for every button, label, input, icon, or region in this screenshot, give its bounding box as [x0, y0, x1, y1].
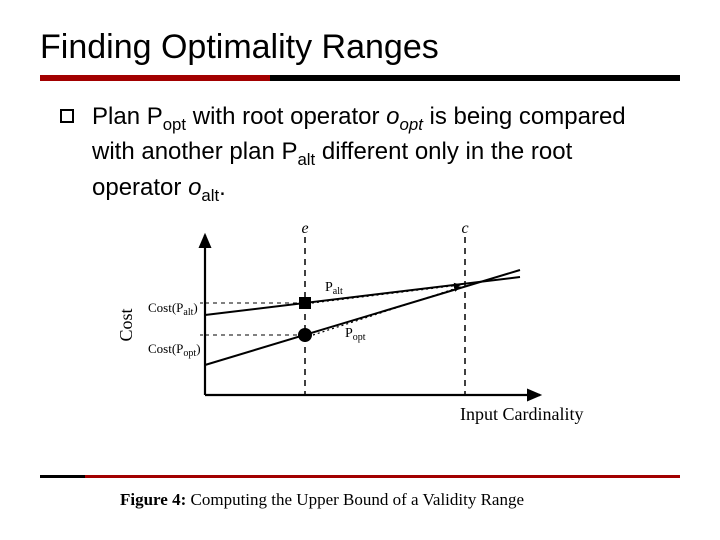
t-osub2: alt	[201, 186, 219, 205]
t-o2: o	[188, 174, 201, 201]
bullet-block: Plan Popt with root operator oopt is bei…	[60, 101, 650, 207]
t-sub2: alt	[297, 150, 315, 169]
slide: Finding Optimality Ranges Plan Popt with…	[0, 0, 720, 540]
caption-bold: Figure 4:	[120, 490, 186, 509]
t-end: .	[219, 174, 226, 201]
line-popt	[205, 270, 520, 365]
line-palt	[205, 277, 520, 315]
t-pre1: Plan P	[92, 103, 163, 130]
bullet-text: Plan Popt with root operator oopt is bei…	[92, 101, 650, 207]
popt-line-label: Popt	[345, 326, 366, 343]
t-o1: o	[386, 103, 399, 130]
palt-line-label: Palt	[325, 280, 343, 297]
footer-rule-black	[40, 475, 85, 478]
figure: Cost Input Cardinality e c Cost(Palt) Co…	[120, 225, 620, 430]
title-rule-red	[40, 75, 270, 81]
slide-title: Finding Optimality Ranges	[40, 28, 680, 67]
chart-svg: Cost Input Cardinality e c Cost(Palt) Co…	[120, 225, 600, 430]
label-c: c	[461, 225, 468, 237]
bullet-marker	[60, 109, 74, 123]
x-axis-label: Input Cardinality	[460, 404, 583, 424]
cost-alt-label: Cost(Palt)	[148, 300, 198, 318]
figure-caption: Figure 4: Computing the Upper Bound of a…	[120, 490, 524, 510]
t-sub1: opt	[163, 115, 186, 134]
marker-opt-circle	[298, 328, 312, 342]
label-e: e	[301, 225, 308, 237]
cost-opt-label: Cost(Popt)	[148, 341, 201, 359]
y-axis-label: Cost	[120, 309, 136, 342]
footer-rule	[40, 475, 680, 478]
caption-rest: Computing the Upper Bound of a Validity …	[186, 490, 524, 509]
t-osub1: opt	[400, 115, 423, 134]
t-mid1: with root operator	[186, 103, 386, 130]
footer-rule-red	[85, 475, 680, 478]
title-rule	[40, 75, 680, 81]
marker-alt-square	[299, 297, 311, 309]
title-rule-black	[270, 75, 680, 81]
